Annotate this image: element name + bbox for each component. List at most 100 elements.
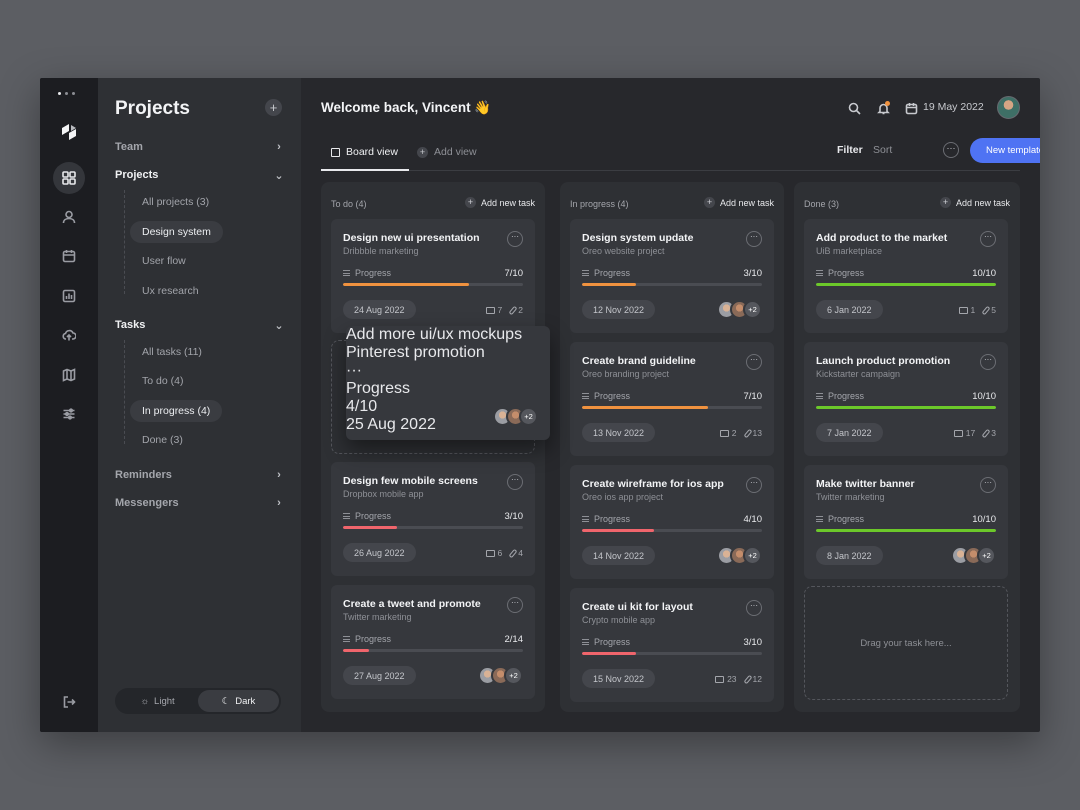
logo-icon: [62, 124, 76, 140]
task-card[interactable]: Create ui kit for layout Crypto mobile ap…: [570, 588, 774, 702]
comments-count[interactable]: 17: [953, 428, 975, 438]
comments-count[interactable]: 7: [485, 305, 502, 315]
sidebar-section-reminders[interactable]: Reminders ›: [115, 466, 285, 484]
card-menu-button[interactable]: ···: [980, 231, 996, 247]
assignee-avatars[interactable]: +2: [951, 546, 996, 565]
attachments-count[interactable]: 3: [981, 428, 996, 438]
tab-board-view[interactable]: Board view: [331, 146, 398, 158]
sidebar-section-tasks[interactable]: Tasks ⌄: [115, 316, 285, 334]
add-project-button[interactable]: +: [265, 99, 282, 116]
card-menu-button[interactable]: ···: [746, 477, 762, 493]
due-date-badge: 26 Aug 2022: [343, 543, 416, 562]
profile-nav-button[interactable]: [53, 201, 85, 233]
card-meta: 23 12: [715, 674, 762, 684]
card-menu-button[interactable]: ···: [980, 354, 996, 370]
add-task-label: Add new task: [719, 197, 774, 208]
assignee-avatars[interactable]: +2: [717, 546, 762, 565]
more-assignees-badge: +2: [504, 666, 523, 685]
new-template-button[interactable]: New template: [970, 138, 1040, 163]
paperclip-icon: [508, 305, 518, 315]
task-card[interactable]: Create a tweet and promote Twitter market…: [331, 585, 535, 699]
task-title: Create ui kit for layout: [582, 601, 693, 613]
search-button[interactable]: [846, 100, 862, 116]
dragging-task-card[interactable]: Add more ui/ux mockups Pinterest promotio…: [346, 326, 550, 440]
sort-button[interactable]: Sort: [873, 144, 893, 156]
settings-nav-button[interactable]: [53, 398, 85, 430]
progress-track: [816, 406, 996, 409]
calendar-nav-button[interactable]: [53, 240, 85, 272]
upload-nav-button[interactable]: [53, 319, 85, 351]
logout-button[interactable]: [53, 686, 85, 718]
card-menu-button[interactable]: ···: [507, 474, 523, 490]
board-icon: [331, 147, 340, 157]
moon-icon: ☾: [221, 695, 231, 707]
assignee-avatars[interactable]: +2: [493, 407, 538, 426]
more-options-button[interactable]: ···: [943, 142, 959, 158]
chevron-right-icon: ›: [277, 497, 281, 509]
task-card[interactable]: Launch product promotion Kickstarter camp…: [804, 342, 1008, 456]
sidebar-item-all-projects[interactable]: All projects (3): [142, 196, 210, 208]
comments-count[interactable]: 6: [485, 548, 502, 558]
assignee-avatars[interactable]: +2: [717, 300, 762, 319]
tab-add-view[interactable]: + Add view: [417, 146, 477, 158]
card-menu-button[interactable]: ···: [746, 600, 762, 616]
comment-icon: [715, 675, 725, 683]
attachments-count[interactable]: 12: [743, 674, 762, 684]
comments-count[interactable]: 1: [958, 305, 975, 315]
sidebar-section-messengers[interactable]: Messengers ›: [115, 494, 285, 512]
list-icon: [582, 393, 589, 399]
sidebar-item-user-flow[interactable]: User flow: [142, 255, 186, 267]
tree-line: [124, 190, 125, 294]
task-card[interactable]: Design system update Oreo website project…: [570, 219, 774, 333]
list-icon: [816, 270, 823, 276]
attachments-count[interactable]: 5: [981, 305, 996, 315]
sidebar-section-team[interactable]: Team ›: [115, 138, 285, 156]
plus-icon: +: [703, 197, 715, 208]
sidebar-item-ux-research[interactable]: Ux research: [142, 285, 199, 297]
attachments-count[interactable]: 13: [743, 428, 762, 438]
task-card[interactable]: Create wireframe for ios app Oreo ios app…: [570, 465, 774, 579]
notifications-button[interactable]: [875, 100, 891, 116]
task-card[interactable]: Make twitter banner Twitter marketing ··· P…: [804, 465, 1008, 579]
task-card[interactable]: Design new ui presentation Dribbble marke…: [331, 219, 535, 333]
sidebar-item-to-do[interactable]: To do (4): [142, 375, 184, 387]
user-avatar[interactable]: [997, 96, 1020, 119]
card-menu-button[interactable]: ···: [746, 354, 762, 370]
light-theme-button[interactable]: ☼ Light: [117, 690, 198, 712]
progress-fill: [343, 526, 397, 529]
logout-icon: [63, 696, 76, 708]
task-card[interactable]: Design few mobile screens Dropbox mobile …: [331, 462, 535, 576]
card-menu-button[interactable]: ···: [507, 597, 523, 613]
task-subtitle: Kickstarter campaign: [816, 369, 901, 379]
comments-count[interactable]: 2: [719, 428, 737, 438]
map-nav-button[interactable]: [53, 359, 85, 391]
sidebar-section-projects[interactable]: Projects ⌄: [115, 166, 285, 184]
card-menu-button[interactable]: ···: [746, 231, 762, 247]
sidebar-item-all-tasks[interactable]: All tasks (11): [142, 346, 202, 358]
calendar-button[interactable]: [903, 100, 919, 116]
card-menu-button[interactable]: ···: [346, 362, 362, 379]
reports-nav-button[interactable]: [53, 280, 85, 312]
filter-button[interactable]: Filter: [837, 144, 863, 156]
task-card[interactable]: Create brand guideline Oreo branding proj…: [570, 342, 774, 456]
add-task-button[interactable]: + Add new task: [939, 197, 1010, 208]
add-task-button[interactable]: + Add new task: [464, 197, 535, 208]
assignee-avatars[interactable]: +2: [478, 666, 523, 685]
dark-theme-button[interactable]: ☾ Dark: [198, 690, 279, 712]
sidebar-item-design-system[interactable]: Design system: [130, 221, 223, 243]
comments-count[interactable]: 23: [715, 674, 737, 684]
sidebar-item-done[interactable]: Done (3): [142, 434, 183, 446]
progress-label: Progress: [343, 268, 391, 278]
sidebar-item-in-progress[interactable]: In progress (4): [130, 400, 223, 422]
task-title: Add product to the market: [816, 232, 948, 244]
drop-zone[interactable]: Drag your task here...: [804, 586, 1008, 700]
card-menu-button[interactable]: ···: [980, 477, 996, 493]
progress-track: [816, 529, 996, 532]
attachments-count[interactable]: 2: [508, 305, 523, 315]
due-date-badge: 7 Jan 2022: [816, 423, 883, 442]
add-task-button[interactable]: + Add new task: [703, 197, 774, 208]
dashboard-nav-button[interactable]: [53, 162, 85, 194]
card-menu-button[interactable]: ···: [507, 231, 523, 247]
task-card[interactable]: Add product to the market UiB marketplace…: [804, 219, 1008, 333]
attachments-count[interactable]: 4: [508, 548, 523, 558]
